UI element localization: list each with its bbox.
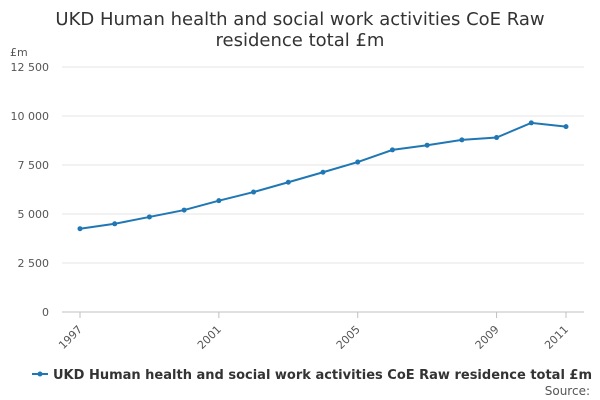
y-tick-label: 10 000 — [11, 110, 50, 123]
y-tick-label: 0 — [42, 306, 49, 319]
chart-title-line-2: residence total £m — [216, 30, 385, 51]
data-point[interactable] — [285, 179, 291, 185]
y-axis-ticks: 0 2 500 5 000 7 500 10 000 12 500 — [11, 61, 50, 319]
chart-title-line-1: UKD Human health and social work activit… — [55, 9, 544, 30]
data-point[interactable] — [389, 147, 395, 153]
x-tick-label: 2009 — [473, 323, 502, 352]
data-point[interactable] — [320, 169, 326, 175]
data-point[interactable] — [355, 159, 361, 165]
y-tick-label: 5 000 — [18, 208, 50, 221]
data-point[interactable] — [181, 207, 187, 213]
series-group — [77, 120, 569, 232]
x-tick-label: 2005 — [334, 323, 363, 352]
x-axis: 1997 2001 2005 2009 2011 — [56, 311, 584, 352]
y-tick-label: 7 500 — [18, 159, 50, 172]
data-point[interactable] — [424, 142, 430, 148]
data-point[interactable] — [146, 214, 152, 220]
legend-label: UKD Human health and social work activit… — [53, 368, 592, 383]
legend: UKD Human health and social work activit… — [32, 368, 592, 383]
gridlines — [62, 66, 584, 264]
legend-dot-marker — [37, 371, 43, 377]
y-tick-label: 12 500 — [11, 61, 50, 74]
data-point[interactable] — [77, 226, 83, 232]
data-point[interactable] — [459, 137, 465, 143]
data-point[interactable] — [251, 189, 257, 195]
x-tick-label: 1997 — [56, 323, 85, 352]
data-point[interactable] — [494, 135, 500, 141]
data-point[interactable] — [112, 221, 118, 227]
source-label: Source: — [545, 384, 590, 398]
y-axis-unit-label: £m — [10, 46, 28, 59]
data-point[interactable] — [528, 120, 534, 126]
data-point[interactable] — [216, 198, 222, 204]
data-point[interactable] — [563, 124, 569, 130]
series-line — [79, 121, 567, 230]
y-tick-label: 2 500 — [18, 257, 50, 270]
x-tick-label: 2011 — [542, 323, 571, 352]
x-tick-label: 2001 — [195, 323, 224, 352]
